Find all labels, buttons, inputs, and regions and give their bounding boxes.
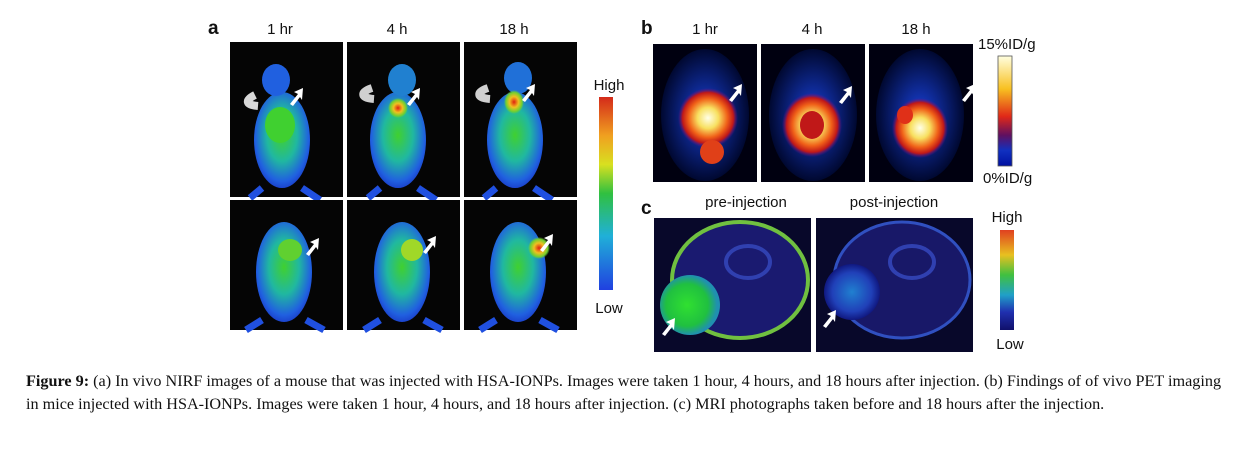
pet-scale-high-label: 15%ID/g [978, 36, 1036, 53]
panel-b-time-3: 18 h [901, 21, 930, 38]
nirf-image-18h-top [464, 42, 577, 203]
figure-caption: Figure 9: (a) In vivo NIRF images of a m… [26, 370, 1236, 416]
panel-b-letter: b [641, 18, 653, 39]
panel-a-time-3: 18 h [499, 21, 528, 38]
panel-a-time-2: 4 h [387, 21, 408, 38]
nirf-scale-low-label: Low [595, 300, 623, 317]
mri-image-row [654, 218, 973, 352]
pet-scale-low-label: 0%ID/g [983, 170, 1032, 187]
nirf-image-4h-bottom [347, 200, 460, 334]
figure-9-image: a 1 hr 4 h 18 h [208, 18, 1036, 353]
nirf-image-1h-top [230, 42, 343, 203]
panel-a-letter: a [208, 18, 219, 39]
panel-b-time-2: 4 h [802, 21, 823, 38]
pet-color-scale: 15%ID/g 0%ID/g [978, 36, 1036, 187]
nirf-image-1h-bottom [230, 200, 343, 334]
pet-image-4h [761, 44, 865, 182]
panel-c-title-post: post-injection [850, 194, 938, 211]
nirf-image-4h-top [347, 42, 460, 203]
panel-a-time-1: 1 hr [267, 21, 293, 38]
mri-image-pre [654, 218, 811, 352]
mri-color-scale: High Low [992, 209, 1024, 353]
nirf-image-grid [230, 42, 577, 334]
pet-image-1h [653, 44, 757, 182]
figure-caption-label: Figure 9: [26, 372, 90, 390]
pet-image-18h [869, 44, 975, 182]
figure-caption-text: (a) In vivo NIRF images of a mouse that … [26, 372, 1222, 413]
nirf-color-scale: High Low [594, 77, 625, 317]
panel-b-time-1: 1 hr [692, 21, 718, 38]
mri-scale-low-label: Low [996, 336, 1024, 353]
mri-image-post [816, 218, 973, 352]
pet-image-row [653, 44, 975, 182]
mri-scale-high-label: High [992, 209, 1023, 226]
nirf-image-18h-bottom [464, 200, 577, 334]
nirf-scale-high-label: High [594, 77, 625, 94]
panel-c-letter: c [641, 198, 652, 219]
panel-c-title-pre: pre-injection [705, 194, 787, 211]
